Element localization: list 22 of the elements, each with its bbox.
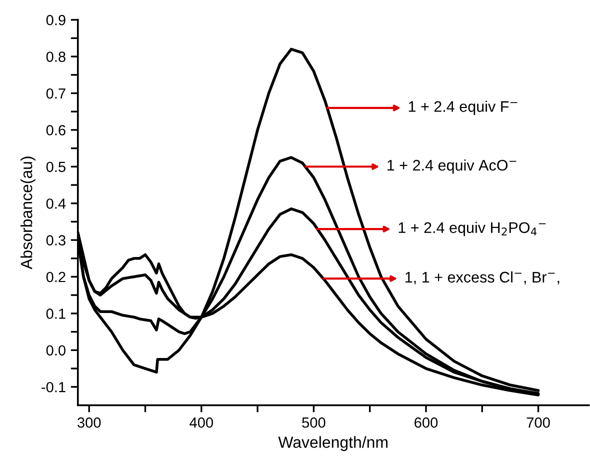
x-tick-label: 600	[414, 417, 438, 428]
y-tick-label: 0.5	[46, 162, 66, 172]
x-tick-label: 400	[190, 417, 213, 428]
annotation: 1 + 2.4 equiv F$^{−}$	[408, 100, 518, 115]
y-tick-label: 0.1	[46, 308, 66, 319]
y-tick-label: 0.7	[46, 88, 66, 99]
x-tick-label: 500	[302, 417, 326, 428]
annotation: 1 + 2.4 equiv H$_{2}$PO$_{4}$$^{−}$	[398, 222, 546, 236]
y-tick-label: 0.3	[46, 235, 66, 246]
x-tick-label: 700	[526, 417, 550, 428]
annotation: 1 + 2.4 equiv AcO$^{−}$	[388, 159, 516, 174]
y-tick-label: 0.2	[46, 272, 66, 282]
y-tick-label: -0.1	[42, 382, 66, 392]
x-tick-label: 300	[78, 417, 101, 428]
y-tick-label: 0.6	[46, 125, 66, 136]
y-axis-title: Absorbance(au)	[20, 156, 36, 270]
x-axis-title: Wavelength/nm	[278, 436, 388, 452]
y-tick-label: 0.0	[46, 345, 66, 356]
y-tick-label: 0.4	[46, 198, 66, 209]
y-tick-label: 0.9	[46, 14, 66, 26]
annotation: 1, 1 + excess Cl$^{−}$, Br$^{−}$,	[406, 271, 560, 284]
y-tick-label: 0.8	[46, 52, 66, 62]
